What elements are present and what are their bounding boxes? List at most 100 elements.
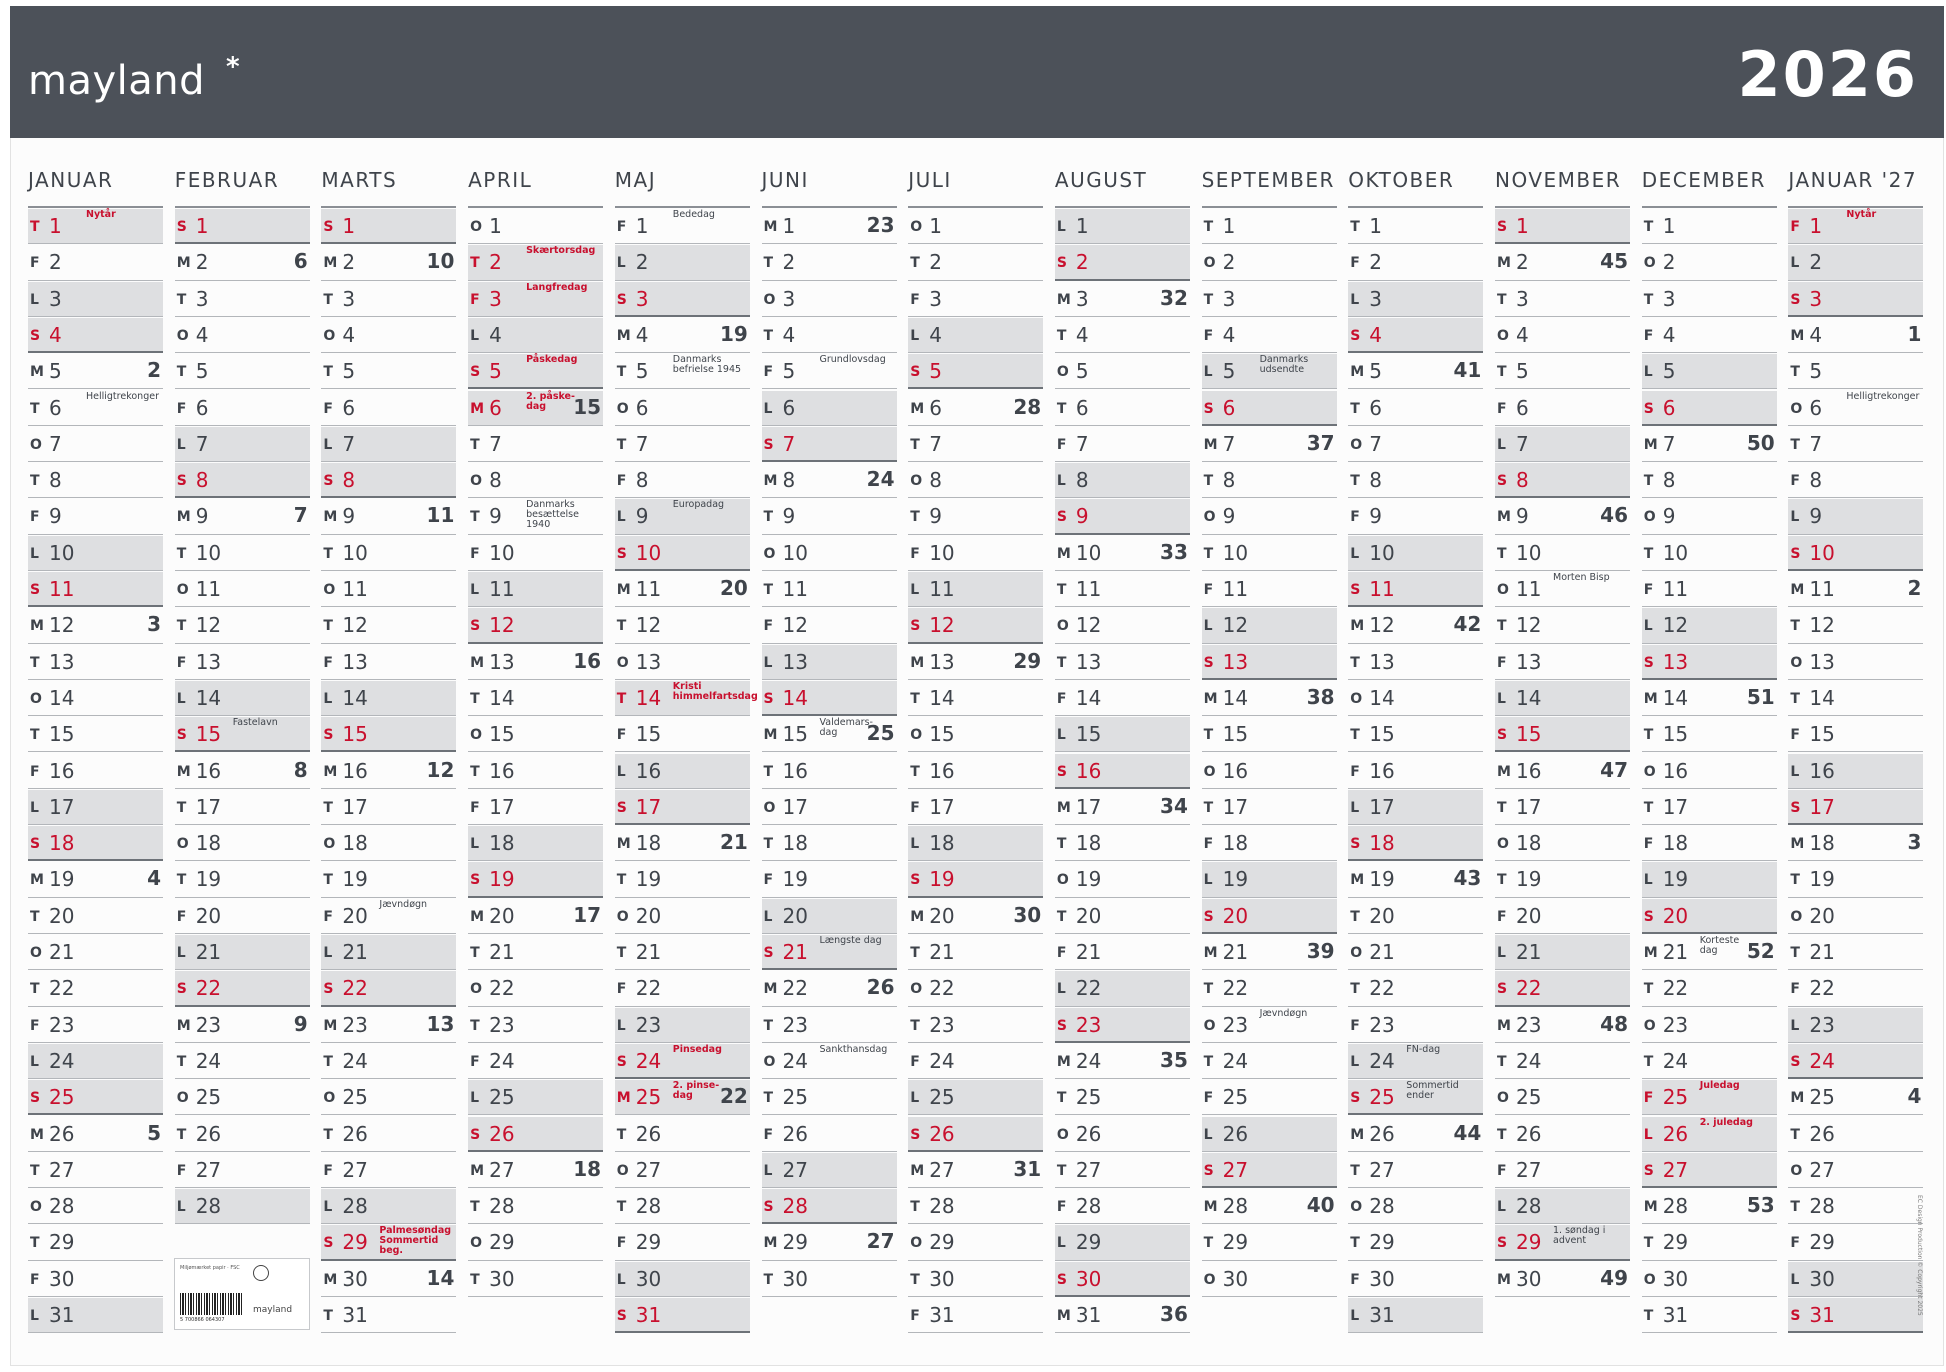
day-row: S 22 [174,970,310,1007]
weekday-letter: T [1497,291,1507,308]
day-row: L 5 Danmarks udsendte [1201,353,1337,390]
day-divider [468,932,604,934]
day-divider [1054,497,1190,499]
day-row: L 24 [28,1043,163,1080]
day-number: 7 [1662,431,1676,456]
day-divider [174,715,310,717]
day-divider [614,533,750,535]
day-note: Fastelavn [232,717,278,729]
weekday-letter: T [1056,908,1067,925]
day-row: F 29 [1788,1224,1924,1261]
day-background [321,1225,457,1260]
day-background [1641,390,1777,425]
weekday-letter: L [176,1199,186,1216]
day-note: Langfredag [526,281,588,293]
day-row: T 10 [1641,535,1777,571]
day-divider [1641,1223,1777,1225]
weekday-letter: T [323,1053,333,1070]
day-divider [614,1005,750,1007]
day-divider [174,896,310,898]
day-number: 14 [49,685,75,710]
day-row: O 14 [28,680,163,717]
weekday-letter: L [470,327,480,344]
day-divider [321,1041,457,1043]
day-divider [1641,677,1777,680]
day-row: M 7 50 [1641,426,1777,463]
weekday-letter: S [1350,836,1361,853]
day-row: S 31 [614,1297,750,1334]
day-row: T 1 Nytår [28,208,163,245]
day-number: 1 [635,214,649,238]
day-row: S 10 [614,535,750,571]
day-background [468,245,604,280]
day-number: 20 [1809,903,1835,928]
day-number: 6 [635,395,649,420]
day-number: 9 [1516,504,1529,529]
weekday-letter: S [176,727,187,744]
day-divider [1201,243,1337,245]
week-number: 49 [1600,1265,1628,1290]
month-name: NOVEMBER [1495,168,1622,192]
weekday-letter: O [1643,255,1656,272]
day-row: T 17 [174,789,310,826]
day-number: 20 [1222,903,1249,928]
day-divider [1348,279,1484,281]
day-number: 23 [1662,1012,1689,1037]
day-row: M 7 37 [1201,426,1337,463]
day-number: 24 [1809,1048,1835,1073]
week-number: 28 [1013,394,1042,419]
day-number: 8 [782,468,796,493]
weekday-letter: T [1203,291,1214,308]
day-number: 3 [1809,286,1823,311]
day-divider [1054,388,1190,390]
weekday-letter: T [30,908,40,925]
day-background [1641,354,1777,389]
day-number: 26 [489,1121,515,1146]
day-divider [321,1187,457,1189]
day-number: 9 [195,504,209,529]
day-number: 4 [1222,322,1236,347]
weekday-letter: S [616,291,627,308]
weekday-letter: O [1643,763,1656,780]
month-header-rule [1495,206,1630,208]
day-divider [1201,533,1337,535]
weekday-letter: M [1056,1308,1071,1324]
day-row: T 27 [28,1152,163,1189]
weekday-letter: T [470,509,480,526]
weekday-letter: S [1350,327,1361,344]
weekday-letter: M [763,219,778,235]
day-divider [321,932,457,934]
day-divider [1641,243,1777,245]
day-number: 29 [1809,1230,1835,1255]
day-row: T 26 [1788,1116,1924,1152]
day-divider [1495,279,1630,281]
day-row: M 26 44 [1348,1116,1484,1152]
day-row: T 22 [1348,970,1484,1007]
day-divider [174,1041,310,1043]
day-background [1201,898,1337,933]
day-number: 19 [195,867,222,892]
day-number: 29 [489,1230,515,1255]
day-row: O 23 [1641,1007,1777,1043]
day-number: 31 [1662,1303,1689,1327]
day-row: F 23 [1348,1007,1484,1043]
weekday-letter: O [176,1090,189,1107]
day-background [761,426,897,462]
day-divider [1348,533,1484,535]
day-divider [614,1150,750,1152]
day-number: 30 [489,1266,515,1291]
weekday-letter: M [323,763,338,780]
weekday-letter: O [1790,908,1803,925]
day-row: L 29 [1054,1224,1190,1261]
day-row: T 27 [1054,1152,1190,1189]
day-divider [1641,787,1777,789]
weekday-letter: T [1790,1199,1800,1216]
day-note: Nytår [86,209,116,220]
day-number: 22 [782,976,808,1001]
day-divider [1788,715,1924,717]
day-note: Helligtrekonger [86,390,159,402]
